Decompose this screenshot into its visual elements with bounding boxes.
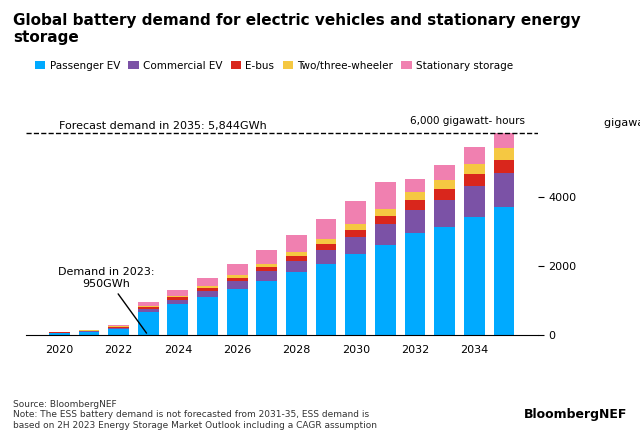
Bar: [404, 200, 426, 209]
Bar: [346, 224, 366, 230]
Text: 6,000 gigawatt- hours: 6,000 gigawatt- hours: [410, 116, 525, 126]
Bar: [227, 264, 248, 275]
Bar: [493, 148, 515, 160]
Bar: [79, 331, 99, 332]
Bar: [197, 297, 218, 335]
Bar: [257, 250, 277, 264]
Bar: [108, 326, 129, 327]
Bar: [346, 254, 366, 335]
Bar: [286, 252, 307, 256]
Bar: [375, 209, 396, 216]
Bar: [435, 189, 455, 200]
Bar: [493, 173, 515, 207]
Bar: [79, 332, 99, 335]
Bar: [138, 309, 159, 312]
Bar: [286, 261, 307, 272]
Text: Global battery demand for electric vehicles and stationary energy
storage: Global battery demand for electric vehic…: [13, 13, 580, 45]
Bar: [316, 244, 337, 250]
Bar: [108, 327, 129, 328]
Bar: [464, 163, 484, 174]
Bar: [197, 278, 218, 286]
Bar: [316, 239, 337, 244]
Bar: [464, 217, 484, 335]
Text: BloombergNEF: BloombergNEF: [524, 408, 627, 421]
Legend: Passenger EV, Commercial EV, E-bus, Two/three-wheeler, Stationary storage: Passenger EV, Commercial EV, E-bus, Two/…: [31, 57, 517, 75]
Bar: [375, 216, 396, 224]
Bar: [404, 209, 426, 233]
Bar: [286, 256, 307, 261]
Text: Source: BloombergNEF
Note: The ESS battery demand is not forecasted from 2031-35: Source: BloombergNEF Note: The ESS batte…: [13, 400, 377, 430]
Bar: [464, 186, 484, 217]
Bar: [108, 328, 129, 329]
Bar: [49, 333, 70, 335]
Bar: [404, 233, 426, 335]
Bar: [464, 174, 484, 186]
Bar: [138, 302, 159, 306]
Bar: [227, 278, 248, 281]
Bar: [375, 182, 396, 209]
Bar: [346, 200, 366, 224]
Bar: [435, 200, 455, 227]
Bar: [168, 300, 188, 304]
Bar: [138, 312, 159, 335]
Bar: [464, 147, 484, 163]
Bar: [493, 133, 515, 148]
Bar: [435, 166, 455, 180]
Bar: [138, 307, 159, 309]
Bar: [227, 289, 248, 335]
Bar: [346, 230, 366, 237]
Text: Demand in 2023:
950GWh: Demand in 2023: 950GWh: [58, 267, 155, 333]
Bar: [257, 267, 277, 271]
Y-axis label: gigawatt- hours: gigawatt- hours: [604, 118, 640, 128]
Bar: [375, 224, 396, 245]
Bar: [108, 325, 129, 326]
Bar: [227, 275, 248, 278]
Bar: [286, 272, 307, 335]
Bar: [138, 306, 159, 307]
Bar: [493, 160, 515, 173]
Bar: [346, 237, 366, 254]
Bar: [316, 219, 337, 239]
Bar: [257, 271, 277, 281]
Bar: [493, 207, 515, 335]
Bar: [435, 227, 455, 335]
Bar: [286, 235, 307, 252]
Bar: [168, 290, 188, 296]
Bar: [404, 178, 426, 192]
Bar: [79, 330, 99, 331]
Text: Forecast demand in 2035: 5,844GWh: Forecast demand in 2035: 5,844GWh: [60, 121, 267, 131]
Bar: [108, 329, 129, 335]
Bar: [197, 289, 218, 292]
Bar: [257, 281, 277, 335]
Bar: [316, 250, 337, 264]
Bar: [227, 281, 248, 289]
Bar: [435, 180, 455, 189]
Bar: [197, 292, 218, 297]
Bar: [168, 298, 188, 300]
Bar: [404, 192, 426, 200]
Bar: [316, 264, 337, 335]
Bar: [375, 245, 396, 335]
Bar: [168, 296, 188, 298]
Bar: [257, 264, 277, 267]
Bar: [197, 286, 218, 289]
Bar: [168, 304, 188, 335]
